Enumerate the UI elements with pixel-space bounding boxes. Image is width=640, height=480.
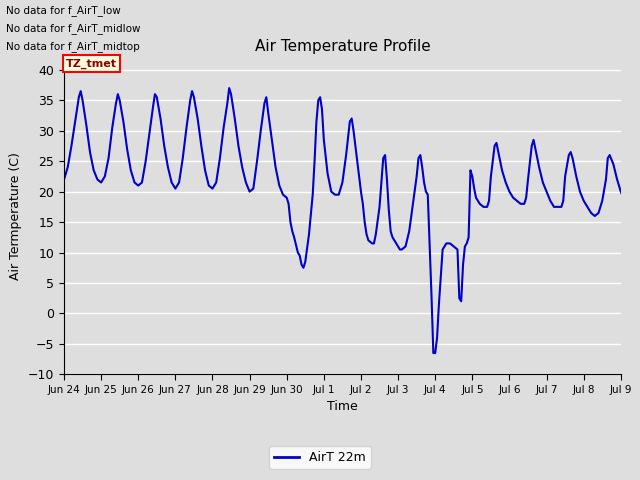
Title: Air Temperature Profile: Air Temperature Profile (255, 39, 430, 54)
Y-axis label: Air Termperature (C): Air Termperature (C) (10, 152, 22, 280)
Text: No data for f_AirT_low: No data for f_AirT_low (6, 5, 121, 16)
X-axis label: Time: Time (327, 400, 358, 413)
Text: TZ_tmet: TZ_tmet (66, 59, 117, 69)
Text: No data for f_AirT_midtop: No data for f_AirT_midtop (6, 41, 140, 52)
Text: No data for f_AirT_midlow: No data for f_AirT_midlow (6, 23, 141, 34)
Legend: AirT 22m: AirT 22m (269, 446, 371, 469)
